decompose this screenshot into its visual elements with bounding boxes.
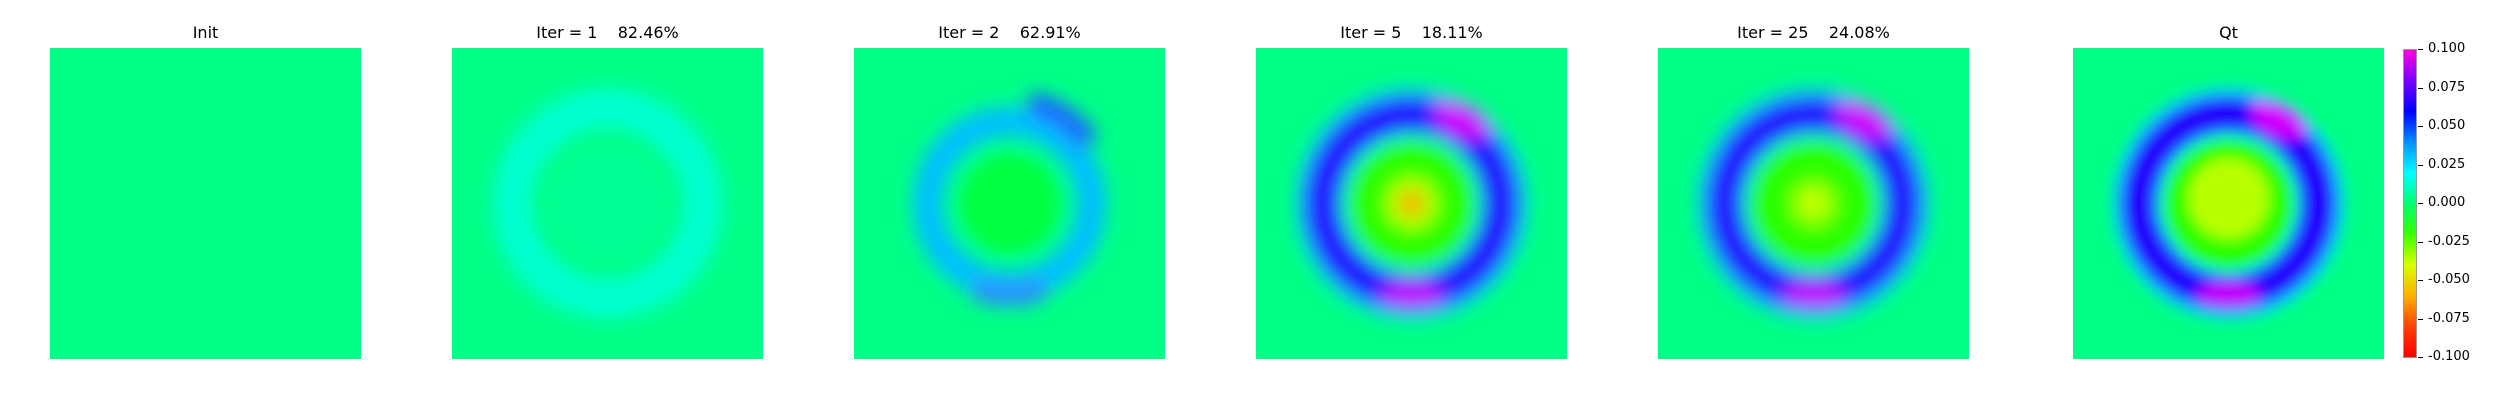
- core: [959, 153, 1060, 254]
- ring-lobe-top: [1026, 91, 1100, 150]
- ring-lobe-top: [1834, 100, 1892, 140]
- panel-title-iter-2: Iter = 2 62.91%: [938, 23, 1081, 42]
- ring: [492, 88, 723, 319]
- core-peak: [1405, 197, 1418, 210]
- colorbar-tick: [2418, 203, 2423, 204]
- ring-lobe-top: [2249, 100, 2307, 140]
- heatmap-canvas: [2073, 48, 2384, 359]
- heatmap-init: [50, 48, 361, 359]
- ring-lobe-bottom: [2196, 282, 2261, 306]
- heatmap-iter-2: [854, 48, 1165, 359]
- colorbar-tick-label: -0.100: [2428, 349, 2470, 364]
- heatmap-canvas: [50, 48, 361, 359]
- ring-lobe-bottom: [969, 277, 1049, 307]
- core-center: [2188, 158, 2269, 239]
- panel-title-qt: Qt: [2219, 23, 2238, 42]
- colorbar-tick: [2418, 164, 2423, 166]
- colorbar-tick: [2418, 357, 2423, 358]
- ring-lobe-bottom: [1379, 282, 1444, 306]
- colorbar-tick-label: -0.025: [2428, 233, 2470, 249]
- colorbar: [2403, 49, 2417, 358]
- colorbar-tick: [2418, 87, 2423, 89]
- heatmap-background: [50, 48, 361, 359]
- core-center: [1804, 194, 1823, 213]
- heatmap-iter-1: [452, 48, 763, 359]
- colorbar-tick: [2418, 318, 2423, 320]
- heatmap-iter-25: [1658, 48, 1969, 359]
- colorbar-tick-label: -0.075: [2428, 310, 2470, 326]
- panel-title-iter-1: Iter = 1 82.46%: [536, 23, 679, 42]
- panel-title-iter-25: Iter = 25 24.08%: [1737, 23, 1890, 42]
- colorbar-tick-label: -0.050: [2428, 272, 2470, 287]
- colorbar-tick-label: 0.100: [2428, 41, 2466, 56]
- panel-title-iter-5: Iter = 5 18.11%: [1340, 23, 1483, 42]
- heatmap-canvas: [854, 48, 1165, 359]
- panel-title-init: Init: [192, 23, 219, 42]
- colorbar-tick-label: 0.075: [2428, 79, 2466, 95]
- colorbar-tick: [2418, 49, 2423, 50]
- heatmap-canvas: [452, 48, 763, 359]
- heatmap-iter-5: [1256, 48, 1567, 359]
- core: [552, 148, 663, 259]
- colorbar-tick: [2418, 126, 2423, 127]
- heatmap-qt: [2073, 48, 2384, 359]
- colorbar-tick-label: 0.000: [2428, 195, 2466, 210]
- ring-lobe-top: [1432, 100, 1490, 140]
- heatmap-canvas: [1658, 48, 1969, 359]
- heatmap-canvas: [1256, 48, 1567, 359]
- colorbar-tick: [2418, 241, 2423, 243]
- colorbar-tick-label: 0.025: [2428, 156, 2466, 172]
- ring-lobe-bottom: [1781, 282, 1846, 306]
- colorbar-tick-label: 0.050: [2428, 118, 2466, 133]
- colorbar-tick: [2418, 280, 2423, 281]
